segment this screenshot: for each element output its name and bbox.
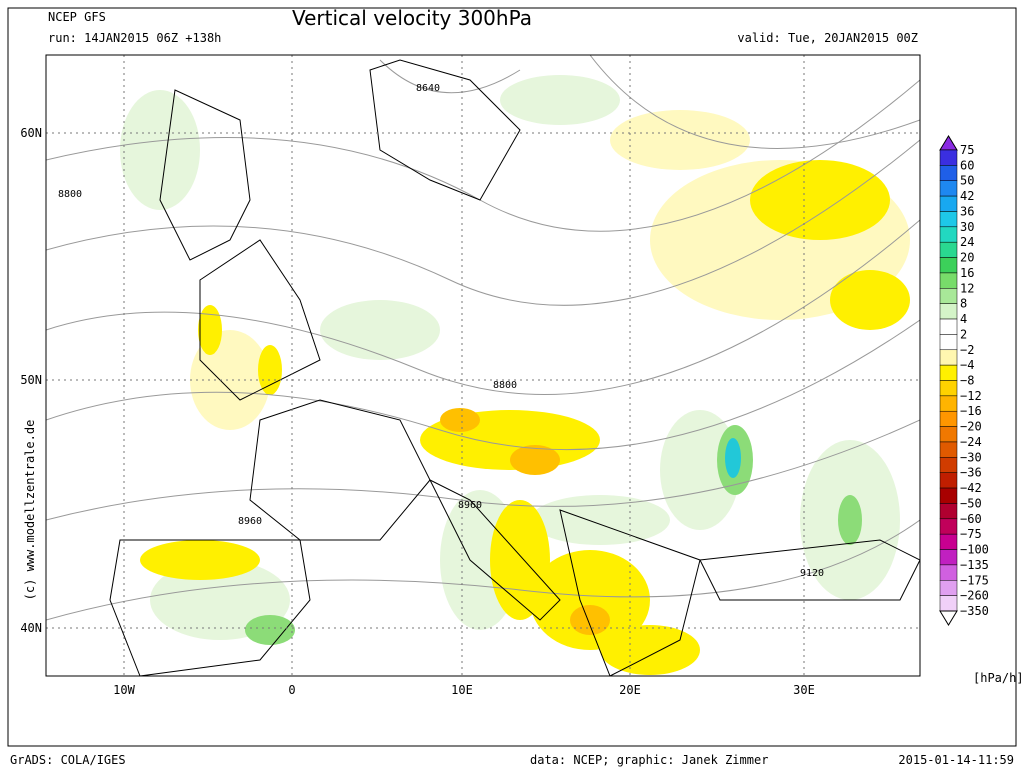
colorbar-label: −260 — [960, 589, 989, 603]
colorbar-label: 24 — [960, 235, 974, 249]
colorbar-box — [939, 272, 958, 289]
colorbar-label: 75 — [960, 143, 974, 157]
colorbar-label: −24 — [960, 435, 982, 449]
contour-label: 8960 — [458, 500, 482, 511]
colorbar-box — [939, 564, 958, 581]
contour-label: 9120 — [800, 568, 824, 579]
colorbar-label: −175 — [960, 573, 989, 587]
colorbar-box — [939, 288, 958, 304]
colorbar-label: −350 — [960, 604, 989, 618]
colorbar-bottom — [939, 610, 958, 626]
colorbar-label: −75 — [960, 527, 982, 541]
footer-left: GrADS: COLA/IGES — [10, 753, 126, 767]
colorbar-label: −16 — [960, 404, 982, 418]
colorbar-top — [939, 135, 958, 151]
colorbar-box — [939, 195, 958, 212]
colorbar-label: 12 — [960, 281, 974, 295]
colorbar-box — [939, 364, 958, 381]
colorbar-box — [939, 318, 958, 335]
colorbar-label: 16 — [960, 266, 974, 280]
lon-label: 10W — [113, 683, 135, 697]
colorbar-label: 4 — [960, 312, 967, 326]
colorbar-box — [939, 303, 958, 320]
colorbar-label: 20 — [960, 251, 974, 265]
colorbar-label: 60 — [960, 158, 974, 172]
footer-right: 2015-01-14-11:59 — [898, 753, 1014, 767]
colorbar-label: −135 — [960, 558, 989, 572]
colorbar-label: −12 — [960, 389, 982, 403]
colorbar-box — [939, 533, 958, 550]
colorbar-label: −36 — [960, 466, 982, 480]
graticule — [46, 55, 920, 676]
run: run: 14JAN2015 06Z +138h — [48, 31, 221, 45]
colorbar-box — [939, 441, 958, 458]
strong-ascent — [725, 438, 741, 478]
colorbar-label: −20 — [960, 420, 982, 434]
lon-label: 20E — [619, 683, 641, 697]
colorbar-box — [939, 549, 958, 566]
lon-label: 30E — [793, 683, 815, 697]
valid: valid: Tue, 20JAN2015 00Z — [737, 31, 918, 45]
lat-label: 50N — [20, 373, 42, 387]
contour-label: 8800 — [493, 380, 517, 391]
colorbar-label: 42 — [960, 189, 974, 203]
colorbar-label: −4 — [960, 358, 974, 372]
colorbar-box — [939, 595, 958, 612]
colorbar-label: 2 — [960, 327, 967, 341]
colorbar-box — [939, 503, 958, 520]
colorbar-box — [939, 426, 958, 443]
lon-label: 10E — [451, 683, 473, 697]
contour-label: 8960 — [238, 516, 262, 527]
lat-label: 60N — [20, 126, 42, 140]
colorbar-label: −2 — [960, 343, 974, 357]
colorbar-box — [939, 241, 958, 258]
colorbar-label: 30 — [960, 220, 974, 234]
map — [45, 54, 921, 677]
lon-label: 0 — [288, 683, 295, 697]
colorbar-label: −50 — [960, 496, 982, 510]
contour-label: 8800 — [58, 189, 82, 200]
colorbar-box — [939, 518, 958, 535]
model: NCEP GFS — [48, 10, 106, 24]
lat-label: 40N — [20, 621, 42, 635]
colorbar-box — [939, 380, 958, 397]
title: Vertical velocity 300hPa — [292, 6, 532, 30]
colorbar-box — [939, 226, 958, 243]
colorbar-box — [939, 395, 958, 412]
colorbar-box — [939, 149, 958, 166]
colorbar-box — [939, 472, 958, 489]
colorbar-label: 50 — [960, 174, 974, 188]
colorbar-box — [939, 410, 958, 427]
colorbar-box — [939, 457, 958, 473]
contour-label: 8640 — [416, 83, 440, 94]
colorbar-box — [939, 180, 958, 197]
colorbar-label: 8 — [960, 297, 967, 311]
map-frame — [45, 54, 921, 677]
coastlines — [109, 59, 920, 676]
colorbar-box — [939, 165, 958, 181]
colorbar-box — [939, 334, 958, 351]
colorbar-label: −60 — [960, 512, 982, 526]
credit: (c) www.modellzentrale.de — [23, 420, 37, 601]
colorbar-box — [939, 211, 958, 228]
colorbar-label: 36 — [960, 204, 974, 218]
colorbar-label: −30 — [960, 450, 982, 464]
outer-frame — [7, 7, 1017, 747]
unit: [hPa/h] — [973, 671, 1024, 685]
colorbar-label: −42 — [960, 481, 982, 495]
footer-center: data: NCEP; graphic: Janek Zimmer — [530, 753, 768, 767]
colorbar-box — [939, 257, 958, 274]
colorbar-label: −100 — [960, 543, 989, 557]
colorbar-label: −8 — [960, 374, 974, 388]
colorbar-box — [939, 580, 958, 596]
colorbar-box — [939, 349, 958, 366]
colorbar-box — [939, 487, 958, 504]
